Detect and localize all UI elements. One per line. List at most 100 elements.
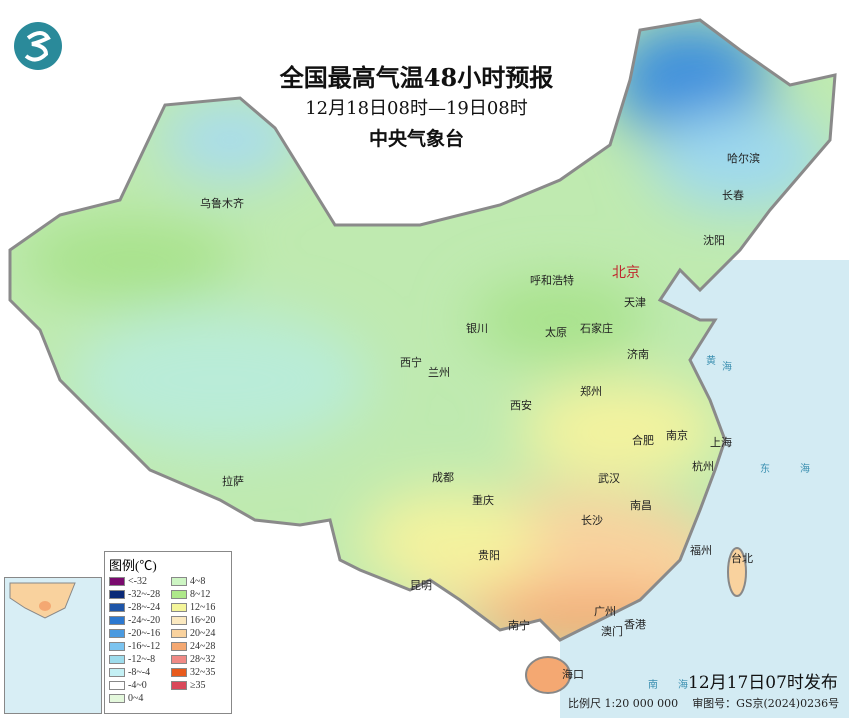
city-label: 哈尔滨 <box>727 150 760 166</box>
agency-name: 中央气象台 <box>368 128 464 150</box>
legend-label: 0~4 <box>128 692 144 704</box>
city-name: 广州 <box>594 605 616 618</box>
city-name: 哈尔滨 <box>727 152 760 165</box>
legend-item: 0~4 <box>109 692 171 704</box>
legend-item: <-32 <box>109 575 171 587</box>
legend-item: ≥35 <box>171 679 229 691</box>
city-label: 沈阳 <box>703 232 725 248</box>
city-name: 福州 <box>690 544 712 557</box>
city-name: 台北 <box>731 552 753 565</box>
city-label: 天津 <box>624 294 646 310</box>
city-label: 南京 <box>666 427 688 443</box>
legend-swatch <box>171 628 187 638</box>
legend-label: -32~-28 <box>128 588 161 600</box>
legend-label: -16~-12 <box>128 640 161 652</box>
legend-title: 图例(℃) <box>109 558 157 573</box>
legend-item: 20~24 <box>171 627 229 639</box>
city-label: 重庆 <box>472 492 494 508</box>
legend: 图例(℃) <-32 4~8 -32~-28 8~12 -28~-24 12~16 -24~… <box>104 551 232 714</box>
city-name: 石家庄 <box>580 322 613 335</box>
city-label: 兰州 <box>428 364 450 380</box>
city-name: 南昌 <box>630 499 652 512</box>
legend-label: <-32 <box>128 575 147 587</box>
legend-swatch <box>171 641 187 651</box>
sea-label: 南 <box>648 680 658 691</box>
legend-swatch <box>171 576 187 586</box>
city-name: 澳门 <box>601 625 623 638</box>
legend-swatch <box>109 654 125 664</box>
legend-swatch <box>171 654 187 664</box>
legend-label: 32~35 <box>190 666 216 678</box>
legend-label: 4~8 <box>190 575 206 587</box>
legend-swatch <box>171 667 187 677</box>
taiwan-island <box>727 547 747 597</box>
city-label: 广州 <box>594 603 616 619</box>
south-china-sea-inset <box>4 577 102 714</box>
city-label: 呼和浩特 <box>530 272 574 288</box>
city-name: 重庆 <box>472 494 494 507</box>
city-name: 郑州 <box>580 385 602 398</box>
city-name: 武汉 <box>598 472 620 485</box>
legend-swatch <box>171 680 187 690</box>
city-label: 南宁 <box>508 617 530 633</box>
city-label: 杭州 <box>692 458 714 474</box>
legend-label: 24~28 <box>190 640 216 652</box>
city-name: 兰州 <box>428 366 450 379</box>
city-label: 合肥 <box>632 432 654 448</box>
legend-label: -28~-24 <box>128 601 161 613</box>
legend-item: -8~-4 <box>109 666 171 678</box>
city-name: 太原 <box>545 326 567 339</box>
city-name: 长沙 <box>581 514 603 527</box>
city-name: 西安 <box>510 399 532 412</box>
city-label: 拉萨 <box>222 473 244 489</box>
city-label: 乌鲁木齐 <box>200 195 244 211</box>
city-label: 上海 <box>710 434 732 450</box>
sea-label: 海 <box>678 680 688 691</box>
city-label: 昆明 <box>410 577 432 593</box>
city-name: 南宁 <box>508 619 530 632</box>
city-name: 银川 <box>466 322 488 335</box>
city-label: 澳门 <box>601 623 623 639</box>
city-label: 北京 <box>612 262 640 282</box>
legend-item: -32~-28 <box>109 588 171 600</box>
legend-item: 4~8 <box>171 575 229 587</box>
city-name: 呼和浩特 <box>530 274 574 287</box>
map-title: 全国最高气温48小时预报 <box>279 63 554 92</box>
legend-label: 16~20 <box>190 614 216 626</box>
legend-swatch <box>109 693 125 703</box>
city-label: 福州 <box>690 542 712 558</box>
city-label: 香港 <box>624 616 646 632</box>
legend-item: 12~16 <box>171 601 229 613</box>
city-label: 南昌 <box>630 497 652 513</box>
city-name: 贵阳 <box>478 549 500 562</box>
hainan-island <box>525 656 571 694</box>
forecast-period: 12月18日08时—19日08时 <box>305 98 528 119</box>
legend-label: ≥35 <box>190 679 206 691</box>
legend-swatch <box>109 628 125 638</box>
city-name: 天津 <box>624 296 646 309</box>
city-label: 贵阳 <box>478 547 500 563</box>
city-label: 长春 <box>722 187 744 203</box>
legend-item: -4~0 <box>109 679 171 691</box>
legend-swatch <box>109 576 125 586</box>
city-label: 郑州 <box>580 383 602 399</box>
sea-label: 海 <box>722 362 732 373</box>
city-label: 长沙 <box>581 512 603 528</box>
city-label: 海口 <box>562 666 584 682</box>
legend-item: 24~28 <box>171 640 229 652</box>
city-name: 成都 <box>432 471 454 484</box>
legend-swatch <box>171 589 187 599</box>
city-name: 济南 <box>627 348 649 361</box>
legend-label: -4~0 <box>128 679 147 691</box>
legend-label: -8~-4 <box>128 666 151 678</box>
city-name: 沈阳 <box>703 234 725 247</box>
legend-label: 28~32 <box>190 653 216 665</box>
city-label: 石家庄 <box>580 320 613 336</box>
legend-swatch <box>109 589 125 599</box>
sea-label: 黄 <box>706 356 716 367</box>
city-label: 西宁 <box>400 354 422 370</box>
city-name: 拉萨 <box>222 475 244 488</box>
legend-label: 8~12 <box>190 588 211 600</box>
city-label: 武汉 <box>598 470 620 486</box>
city-name: 西宁 <box>400 356 422 369</box>
